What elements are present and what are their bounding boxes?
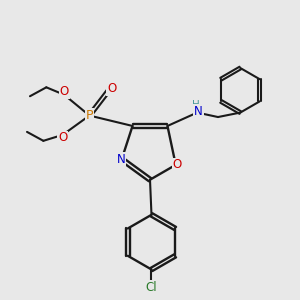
Text: N: N — [194, 105, 203, 118]
Text: O: O — [107, 82, 116, 95]
Text: O: O — [172, 158, 182, 171]
Text: P: P — [86, 109, 93, 122]
Text: O: O — [59, 85, 69, 98]
Text: H: H — [192, 100, 200, 110]
Text: O: O — [58, 131, 67, 144]
Text: Cl: Cl — [146, 281, 157, 294]
Text: N: N — [116, 153, 125, 166]
